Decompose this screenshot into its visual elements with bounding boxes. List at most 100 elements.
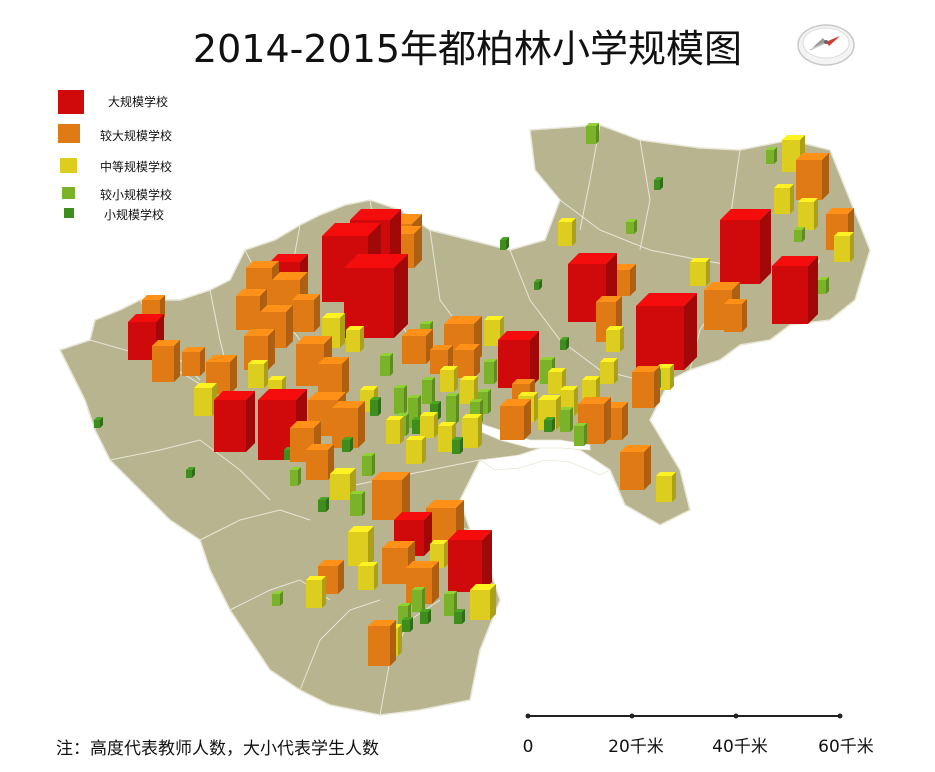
school-block (346, 326, 364, 352)
school-block (332, 401, 365, 448)
school-block (654, 177, 663, 190)
school-block (558, 218, 576, 246)
school-block (560, 337, 569, 350)
school-block (774, 184, 794, 214)
district-boundary (299, 599, 381, 691)
school-block (290, 421, 321, 462)
school-block (152, 340, 180, 382)
school-block (306, 576, 326, 608)
school-block (574, 423, 587, 446)
school-block (248, 360, 268, 388)
school-block (600, 358, 618, 384)
school-block (454, 609, 465, 624)
school-block (446, 393, 459, 424)
school-block (368, 620, 396, 666)
school-block (422, 377, 435, 404)
school-block (380, 353, 393, 376)
district-boundary (639, 139, 651, 251)
school-block (500, 399, 531, 440)
school-block (636, 293, 697, 370)
school-block (782, 135, 805, 172)
school-block (632, 366, 660, 408)
scale-tick-0: 0 (523, 737, 534, 757)
legend-label-larger: 较大规模学校 (100, 128, 172, 143)
school-block (720, 209, 771, 284)
school-block (350, 491, 365, 516)
school-block (544, 417, 555, 432)
legend-swatch-smaller (62, 187, 75, 199)
school-block (348, 526, 374, 566)
school-block (292, 294, 320, 332)
legend-swatch-medium (60, 158, 77, 173)
school-block (402, 617, 413, 632)
legend-label-medium: 中等规模学校 (100, 159, 172, 174)
school-block (94, 417, 103, 428)
legend-label-smaller: 较小规模学校 (100, 187, 172, 202)
school-block (834, 232, 854, 262)
school-block (394, 385, 407, 414)
school-block (656, 472, 676, 502)
school-block (798, 198, 818, 230)
school-block (344, 254, 408, 338)
compass-icon (797, 24, 855, 66)
school-block (194, 383, 217, 416)
legend-label-small: 小规模学校 (104, 207, 164, 222)
school-block (454, 344, 480, 378)
school-block (342, 437, 353, 452)
school-block (582, 376, 600, 402)
school-block (406, 436, 426, 464)
school-block (560, 407, 573, 432)
school-block (412, 587, 425, 612)
school-block (318, 497, 329, 512)
scale-tick-40: 40千米 (712, 737, 768, 757)
school-block (420, 609, 431, 624)
school-block (690, 258, 710, 286)
school-block (796, 153, 829, 200)
scale-bar: 0 20千米 40千米 60千米 (523, 713, 874, 757)
district-boundary (199, 509, 311, 541)
map-title: 2014-2015年都柏林小学规模图 (192, 27, 743, 71)
school-block (484, 316, 504, 346)
legend-swatch-small (64, 208, 74, 218)
legend-swatch-large (58, 90, 84, 114)
school-block (382, 541, 415, 584)
scale-tick-20: 20千米 (608, 737, 664, 757)
scale-tick-60: 60千米 (818, 737, 874, 757)
legend-swatch-larger (58, 124, 80, 143)
school-block (626, 219, 637, 234)
school-block (420, 412, 438, 438)
school-block (766, 147, 777, 164)
school-block (818, 277, 829, 294)
school-block (620, 445, 651, 490)
school-block (470, 584, 496, 620)
district-boundary (109, 439, 271, 501)
legend-label-large: 大规模学校 (108, 94, 168, 109)
school-block (794, 227, 805, 242)
school-block (534, 279, 542, 290)
school-block (370, 397, 381, 416)
school-block (318, 357, 349, 398)
school-block (440, 366, 458, 392)
school-block (362, 453, 375, 476)
school-block (214, 391, 255, 452)
school-block (438, 422, 456, 452)
school-block (724, 299, 747, 332)
school-block (586, 123, 599, 144)
school-blocks (94, 123, 854, 666)
school-block (772, 256, 818, 324)
school-block (186, 467, 195, 478)
school-block (272, 591, 283, 606)
school-block (500, 237, 509, 250)
school-block (460, 376, 478, 404)
school-block (498, 331, 539, 388)
school-block (448, 530, 492, 592)
school-block (290, 467, 301, 486)
map-note: 注：高度代表教师人数，大小代表学生人数 (56, 739, 379, 759)
legend: 大规模学校 较大规模学校 中等规模学校 较小规模学校 小规模学校 (58, 90, 172, 222)
school-block (182, 347, 205, 376)
school-block (372, 472, 410, 520)
school-block (462, 414, 482, 448)
school-block (386, 416, 404, 444)
school-block (484, 359, 497, 384)
